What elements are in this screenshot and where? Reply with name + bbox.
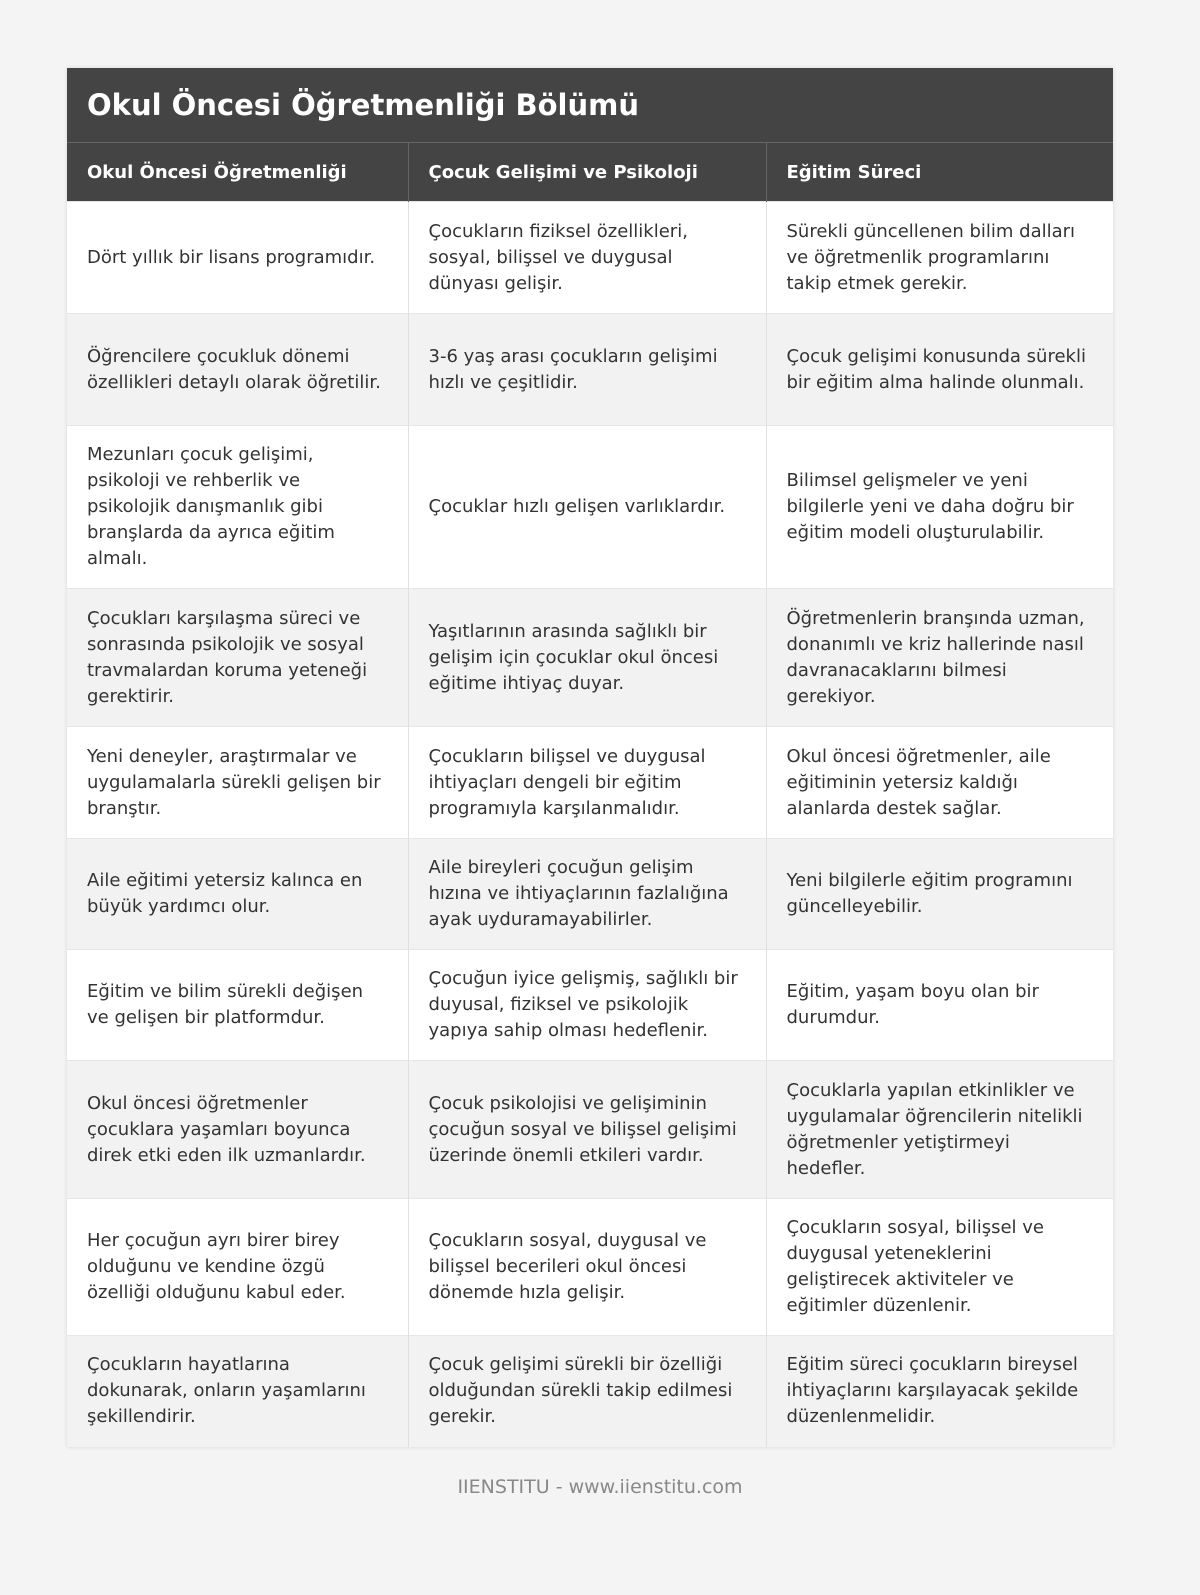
table-row: Öğrencilere çocukluk dönemi özellikleri …	[67, 313, 1113, 426]
table-cell: Eğitim, yaşam boyu olan bir durumdur.	[766, 949, 1113, 1061]
table-row: Her çocuğun ayrı birer birey olduğunu ve…	[67, 1198, 1113, 1336]
table-cell: Dört yıllık bir lisans programıdır.	[67, 201, 409, 314]
table-cell: Öğretmenlerin branşında uzman, donanımlı…	[766, 588, 1113, 727]
table-row: Çocukları karşılaşma süreci ve sonrasınd…	[67, 588, 1113, 727]
table-cell: Çocukları karşılaşma süreci ve sonrasınd…	[67, 588, 409, 727]
table-cell: Çocuk gelişimi sürekli bir özelliği oldu…	[408, 1335, 767, 1447]
table-cell: Çocukların sosyal, bilişsel ve duygusal …	[766, 1198, 1113, 1336]
table-cell: 3-6 yaş arası çocukların gelişimi hızlı …	[408, 313, 767, 426]
column-header: Eğitim Süreci	[766, 143, 1113, 202]
table-cell: Sürekli güncellenen bilim dalları ve öğr…	[766, 201, 1113, 314]
footer-credit: IIENSTITU - www.iienstitu.com	[457, 1476, 743, 1498]
table-cell: Mezunları çocuk gelişimi, psikoloji ve r…	[67, 425, 409, 589]
data-table: Okul Öncesi Öğretmenliği Çocuk Gelişimi …	[67, 143, 1113, 1447]
table-cell: Okul öncesi öğretmenler, aile eğitiminin…	[766, 726, 1113, 839]
table-cell: Çocukların sosyal, duygusal ve bilişsel …	[408, 1198, 767, 1336]
table-cell: Çocukların bilişsel ve duygusal ihtiyaçl…	[408, 726, 767, 839]
table-row: Okul öncesi öğretmenler çocuklara yaşaml…	[67, 1060, 1113, 1199]
table-cell: Çocukların hayatlarına dokunarak, onları…	[67, 1335, 409, 1447]
table-cell: Yeni deneyler, araştırmalar ve uygulamal…	[67, 726, 409, 839]
table-cell: Aile bireyleri çocuğun gelişim hızına ve…	[408, 838, 767, 950]
table-cell: Aile eğitimi yetersiz kalınca en büyük y…	[67, 838, 409, 950]
table-cell: Öğrencilere çocukluk dönemi özellikleri …	[67, 313, 409, 426]
table-row: Dört yıllık bir lisans programıdır. Çocuk…	[67, 201, 1113, 314]
table-cell: Eğitim süreci çocukların bireysel ihtiya…	[766, 1335, 1113, 1447]
header-row: Okul Öncesi Öğretmenliği Çocuk Gelişimi …	[67, 143, 1113, 202]
table-cell: Çocukların fiziksel özellikleri, sosyal,…	[408, 201, 767, 314]
table-row: Eğitim ve bilim sürekli değişen ve geliş…	[67, 949, 1113, 1061]
table-cell: Eğitim ve bilim sürekli değişen ve geliş…	[67, 949, 409, 1061]
table-card: Okul Öncesi Öğretmenliği Bölümü Okul Önc…	[67, 68, 1113, 1447]
table-row: Çocukların hayatlarına dokunarak, onları…	[67, 1335, 1113, 1447]
table-cell: Çocuğun iyice gelişmiş, sağlıklı bir duy…	[408, 949, 767, 1061]
table-row: Yeni deneyler, araştırmalar ve uygulamal…	[67, 726, 1113, 839]
table-cell: Okul öncesi öğretmenler çocuklara yaşaml…	[67, 1060, 409, 1199]
table-cell: Çocuk psikolojisi ve gelişiminin çocuğun…	[408, 1060, 767, 1199]
table-cell: Yeni bilgilerle eğitim programını güncel…	[766, 838, 1113, 950]
table-cell: Bilimsel gelişmeler ve yeni bilgilerle y…	[766, 425, 1113, 589]
table-cell: Çocuklarla yapılan etkinlikler ve uygula…	[766, 1060, 1113, 1199]
table-cell: Yaşıtlarının arasında sağlıklı bir geliş…	[408, 588, 767, 727]
table-row: Mezunları çocuk gelişimi, psikoloji ve r…	[67, 425, 1113, 589]
table-cell: Çocuklar hızlı gelişen varlıklardır.	[408, 425, 767, 589]
table-cell: Çocuk gelişimi konusunda sürekli bir eği…	[766, 313, 1113, 426]
table-cell: Her çocuğun ayrı birer birey olduğunu ve…	[67, 1198, 409, 1336]
page-title: Okul Öncesi Öğretmenliği Bölümü	[67, 68, 1113, 143]
table-row: Aile eğitimi yetersiz kalınca en büyük y…	[67, 838, 1113, 950]
column-header: Okul Öncesi Öğretmenliği	[67, 143, 409, 202]
column-header: Çocuk Gelişimi ve Psikoloji	[408, 143, 767, 202]
